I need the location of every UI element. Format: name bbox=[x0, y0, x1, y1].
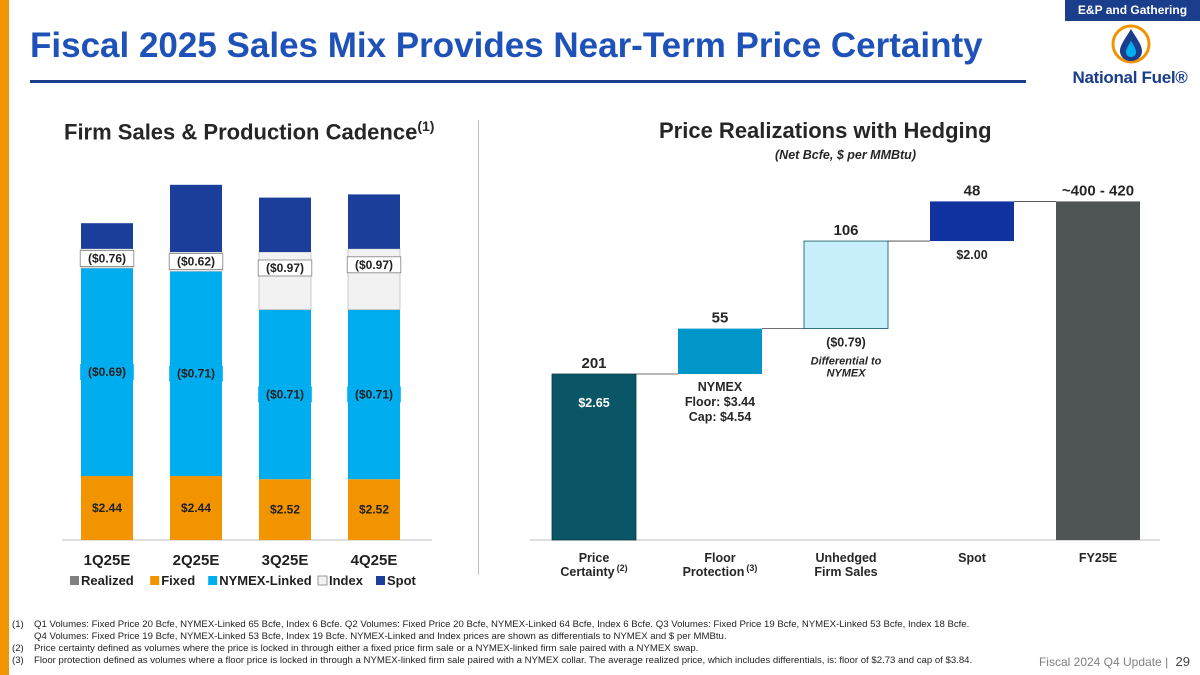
label-box-nymex-linked-1q25e bbox=[80, 364, 134, 380]
legend-swatch-spot bbox=[376, 576, 385, 585]
label-box-nymex-linked-2q25e bbox=[169, 365, 223, 382]
bar-spot-2q25e bbox=[170, 184, 222, 252]
label-index-3q25e: ($0.97) bbox=[266, 261, 304, 275]
tick-2q25e: 2Q25E bbox=[173, 552, 220, 569]
tick-4q25e: 4Q25E bbox=[351, 552, 398, 569]
legend-fixed: Fixed bbox=[161, 573, 195, 588]
right-chart-title: Price Realizations with Hedging bbox=[659, 118, 992, 143]
footnote-1: (1) Q1 Volumes: Fixed Price 20 Bcfe, NYME… bbox=[12, 619, 970, 630]
footnotes: (1) Q1 Volumes: Fixed Price 20 Bcfe, NYME… bbox=[12, 619, 1032, 667]
legend-index: Index bbox=[329, 573, 364, 588]
wf-tick-floor-protection-0: Floor bbox=[704, 551, 735, 565]
bar-spot-4q25e bbox=[348, 194, 400, 249]
page-title: Fiscal 2025 Sales Mix Provides Near-Term… bbox=[30, 26, 983, 65]
legend-swatch-nymex-linked bbox=[208, 576, 218, 585]
company-logo: National Fuel® bbox=[1065, 24, 1195, 94]
wf-tick-spot-0: Spot bbox=[958, 551, 987, 565]
legend-realized: Realized bbox=[81, 573, 134, 588]
wf-price-spot: $2.00 bbox=[956, 248, 987, 262]
wf-value-floor-protection: 55 bbox=[712, 310, 729, 327]
label-box-index-1q25e bbox=[79, 249, 135, 267]
wf-value-unhedged-firm-sales: 106 bbox=[833, 222, 858, 239]
wf-note-floor-protection-1: Floor: $3.44 bbox=[685, 395, 755, 409]
wf-tick-unhedged-firm-sales-0: Unhedged bbox=[815, 551, 876, 565]
label-nymex-linked-1q25e: ($0.69) bbox=[88, 365, 126, 379]
footer-label: Fiscal 2024 Q4 Update bbox=[1038, 655, 1162, 669]
bar-spot-1q25e bbox=[81, 223, 133, 249]
accent-bar bbox=[0, 0, 9, 675]
label-box-index-3q25e bbox=[257, 259, 313, 277]
wf-price-price-certainty: $2.65 bbox=[578, 396, 609, 410]
wf-bar-fy25e bbox=[1056, 201, 1140, 540]
legend-swatch-realized bbox=[70, 576, 79, 585]
panel-divider bbox=[478, 120, 479, 575]
footer-separator: | bbox=[1165, 655, 1169, 669]
wf-bar-floor-protection bbox=[678, 328, 762, 375]
tick-3q25e: 3Q25E bbox=[262, 552, 309, 569]
flame-drop-icon bbox=[1111, 24, 1151, 64]
wf-tick-price-certainty-0: Price bbox=[579, 551, 610, 565]
wf-tick-unhedged-firm-sales-1: Firm Sales bbox=[814, 565, 877, 579]
label-box-index-2q25e bbox=[168, 253, 224, 271]
wf-note-unhedged-firm-sales-0: Differential to bbox=[811, 356, 882, 368]
page-number: 29 bbox=[1175, 654, 1190, 669]
left-chart-title: Firm Sales & Production Cadence(1) bbox=[64, 118, 434, 145]
wf-price-unhedged-firm-sales: ($0.79) bbox=[826, 336, 866, 350]
label-index-4q25e: ($0.97) bbox=[355, 258, 393, 272]
wf-bar-spot bbox=[930, 201, 1014, 242]
label-box-fixed-1q25e bbox=[87, 500, 127, 516]
label-fixed-3q25e: $2.52 bbox=[270, 503, 300, 517]
footnote-3: (3) Floor protection defined as volumes w… bbox=[12, 655, 973, 666]
legend-spot: Spot bbox=[387, 573, 417, 588]
right-chart-subtitle: (Net Bcfe, $ per MMBtu) bbox=[775, 148, 916, 162]
wf-tick-price-certainty-1: Certainty (2) bbox=[560, 563, 627, 579]
label-box-fixed-4q25e bbox=[354, 501, 394, 518]
label-box-fixed-3q25e bbox=[265, 501, 305, 518]
legend-swatch-index bbox=[317, 575, 328, 586]
footnote-2: (2) Price certainty defined as volumes wh… bbox=[12, 643, 699, 654]
label-box-index-4q25e bbox=[346, 256, 402, 274]
label-box-nymex-linked-3q25e bbox=[258, 386, 312, 403]
legend-swatch-fixed bbox=[150, 576, 160, 585]
wf-value-fy25e: ~400 - 420 bbox=[1062, 182, 1134, 199]
wf-value-spot: 48 bbox=[964, 182, 981, 199]
wf-note-unhedged-firm-sales-1: NYMEX bbox=[826, 368, 866, 380]
wf-tick-floor-protection-1: Protection (3) bbox=[683, 563, 758, 579]
label-box-fixed-2q25e bbox=[176, 500, 216, 516]
wf-bar-price-certainty bbox=[551, 373, 637, 541]
label-index-2q25e: ($0.62) bbox=[177, 255, 215, 269]
wf-note-floor-protection-0: NYMEX bbox=[698, 380, 743, 394]
left-chart-title-text: Firm Sales & Production Cadence bbox=[64, 119, 418, 145]
wf-note-floor-protection-2: Cap: $4.54 bbox=[689, 410, 752, 424]
label-nymex-linked-3q25e: ($0.71) bbox=[266, 387, 304, 401]
wf-bar-unhedged-firm-sales bbox=[803, 240, 889, 329]
label-fixed-1q25e: $2.44 bbox=[92, 501, 122, 515]
title-rule bbox=[30, 80, 1026, 83]
page-footer: Fiscal 2024 Q4 Update | 29 bbox=[1039, 654, 1190, 669]
logo-text: National Fuel® bbox=[1072, 68, 1188, 87]
label-box-nymex-linked-4q25e bbox=[347, 386, 401, 403]
wf-tick-fy25e-0: FY25E bbox=[1079, 551, 1117, 565]
wf-value-price-certainty: 201 bbox=[581, 355, 606, 372]
footnote-1-cont: Q4 Volumes: Fixed Price 19 Bcfe, NYMEX-L… bbox=[34, 631, 727, 642]
bar-spot-3q25e bbox=[259, 197, 311, 252]
label-nymex-linked-2q25e: ($0.71) bbox=[177, 367, 215, 381]
label-index-1q25e: ($0.76) bbox=[88, 251, 126, 265]
legend-nymex-linked: NYMEX-Linked bbox=[219, 573, 312, 588]
tick-1q25e: 1Q25E bbox=[84, 552, 131, 569]
label-nymex-linked-4q25e: ($0.71) bbox=[355, 387, 393, 401]
left-chart-title-sup: (1) bbox=[417, 118, 435, 134]
label-fixed-4q25e: $2.52 bbox=[359, 503, 389, 517]
section-tag: E&P and Gathering bbox=[1065, 0, 1200, 21]
label-fixed-2q25e: $2.44 bbox=[181, 501, 211, 515]
